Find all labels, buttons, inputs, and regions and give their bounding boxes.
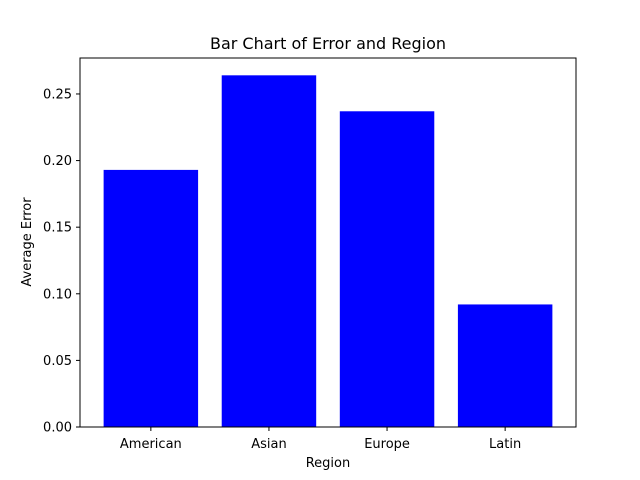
- y-tick-label: 0.00: [43, 421, 72, 436]
- bar-asian: [221, 75, 317, 427]
- bar-american: [103, 169, 199, 427]
- x-tick-label: Asian: [251, 437, 286, 452]
- x-tick-label: Latin: [489, 437, 521, 452]
- x-tick-label: Europe: [364, 437, 410, 452]
- y-axis-ticks: 0.00 0.05 0.10 0.15 0.20 0.25: [43, 87, 80, 436]
- plot-area-frame: [79, 57, 577, 428]
- bar-europe: [339, 111, 435, 427]
- y-tick-label: 0.10: [43, 287, 72, 302]
- bars-group: [103, 75, 553, 427]
- y-tick-label: 0.05: [43, 354, 72, 369]
- bar-latin: [457, 304, 553, 427]
- y-tick-label: 0.25: [43, 87, 72, 102]
- y-axis-label: Average Error: [20, 197, 35, 287]
- x-axis-label: Region: [306, 456, 351, 471]
- x-tick-label: American: [120, 437, 182, 452]
- chart-title: Bar Chart of Error and Region: [210, 34, 446, 53]
- x-axis-ticks: American Asian Europe Latin: [120, 427, 521, 452]
- y-tick-label: 0.15: [43, 221, 72, 236]
- y-tick-label: 0.20: [43, 154, 72, 169]
